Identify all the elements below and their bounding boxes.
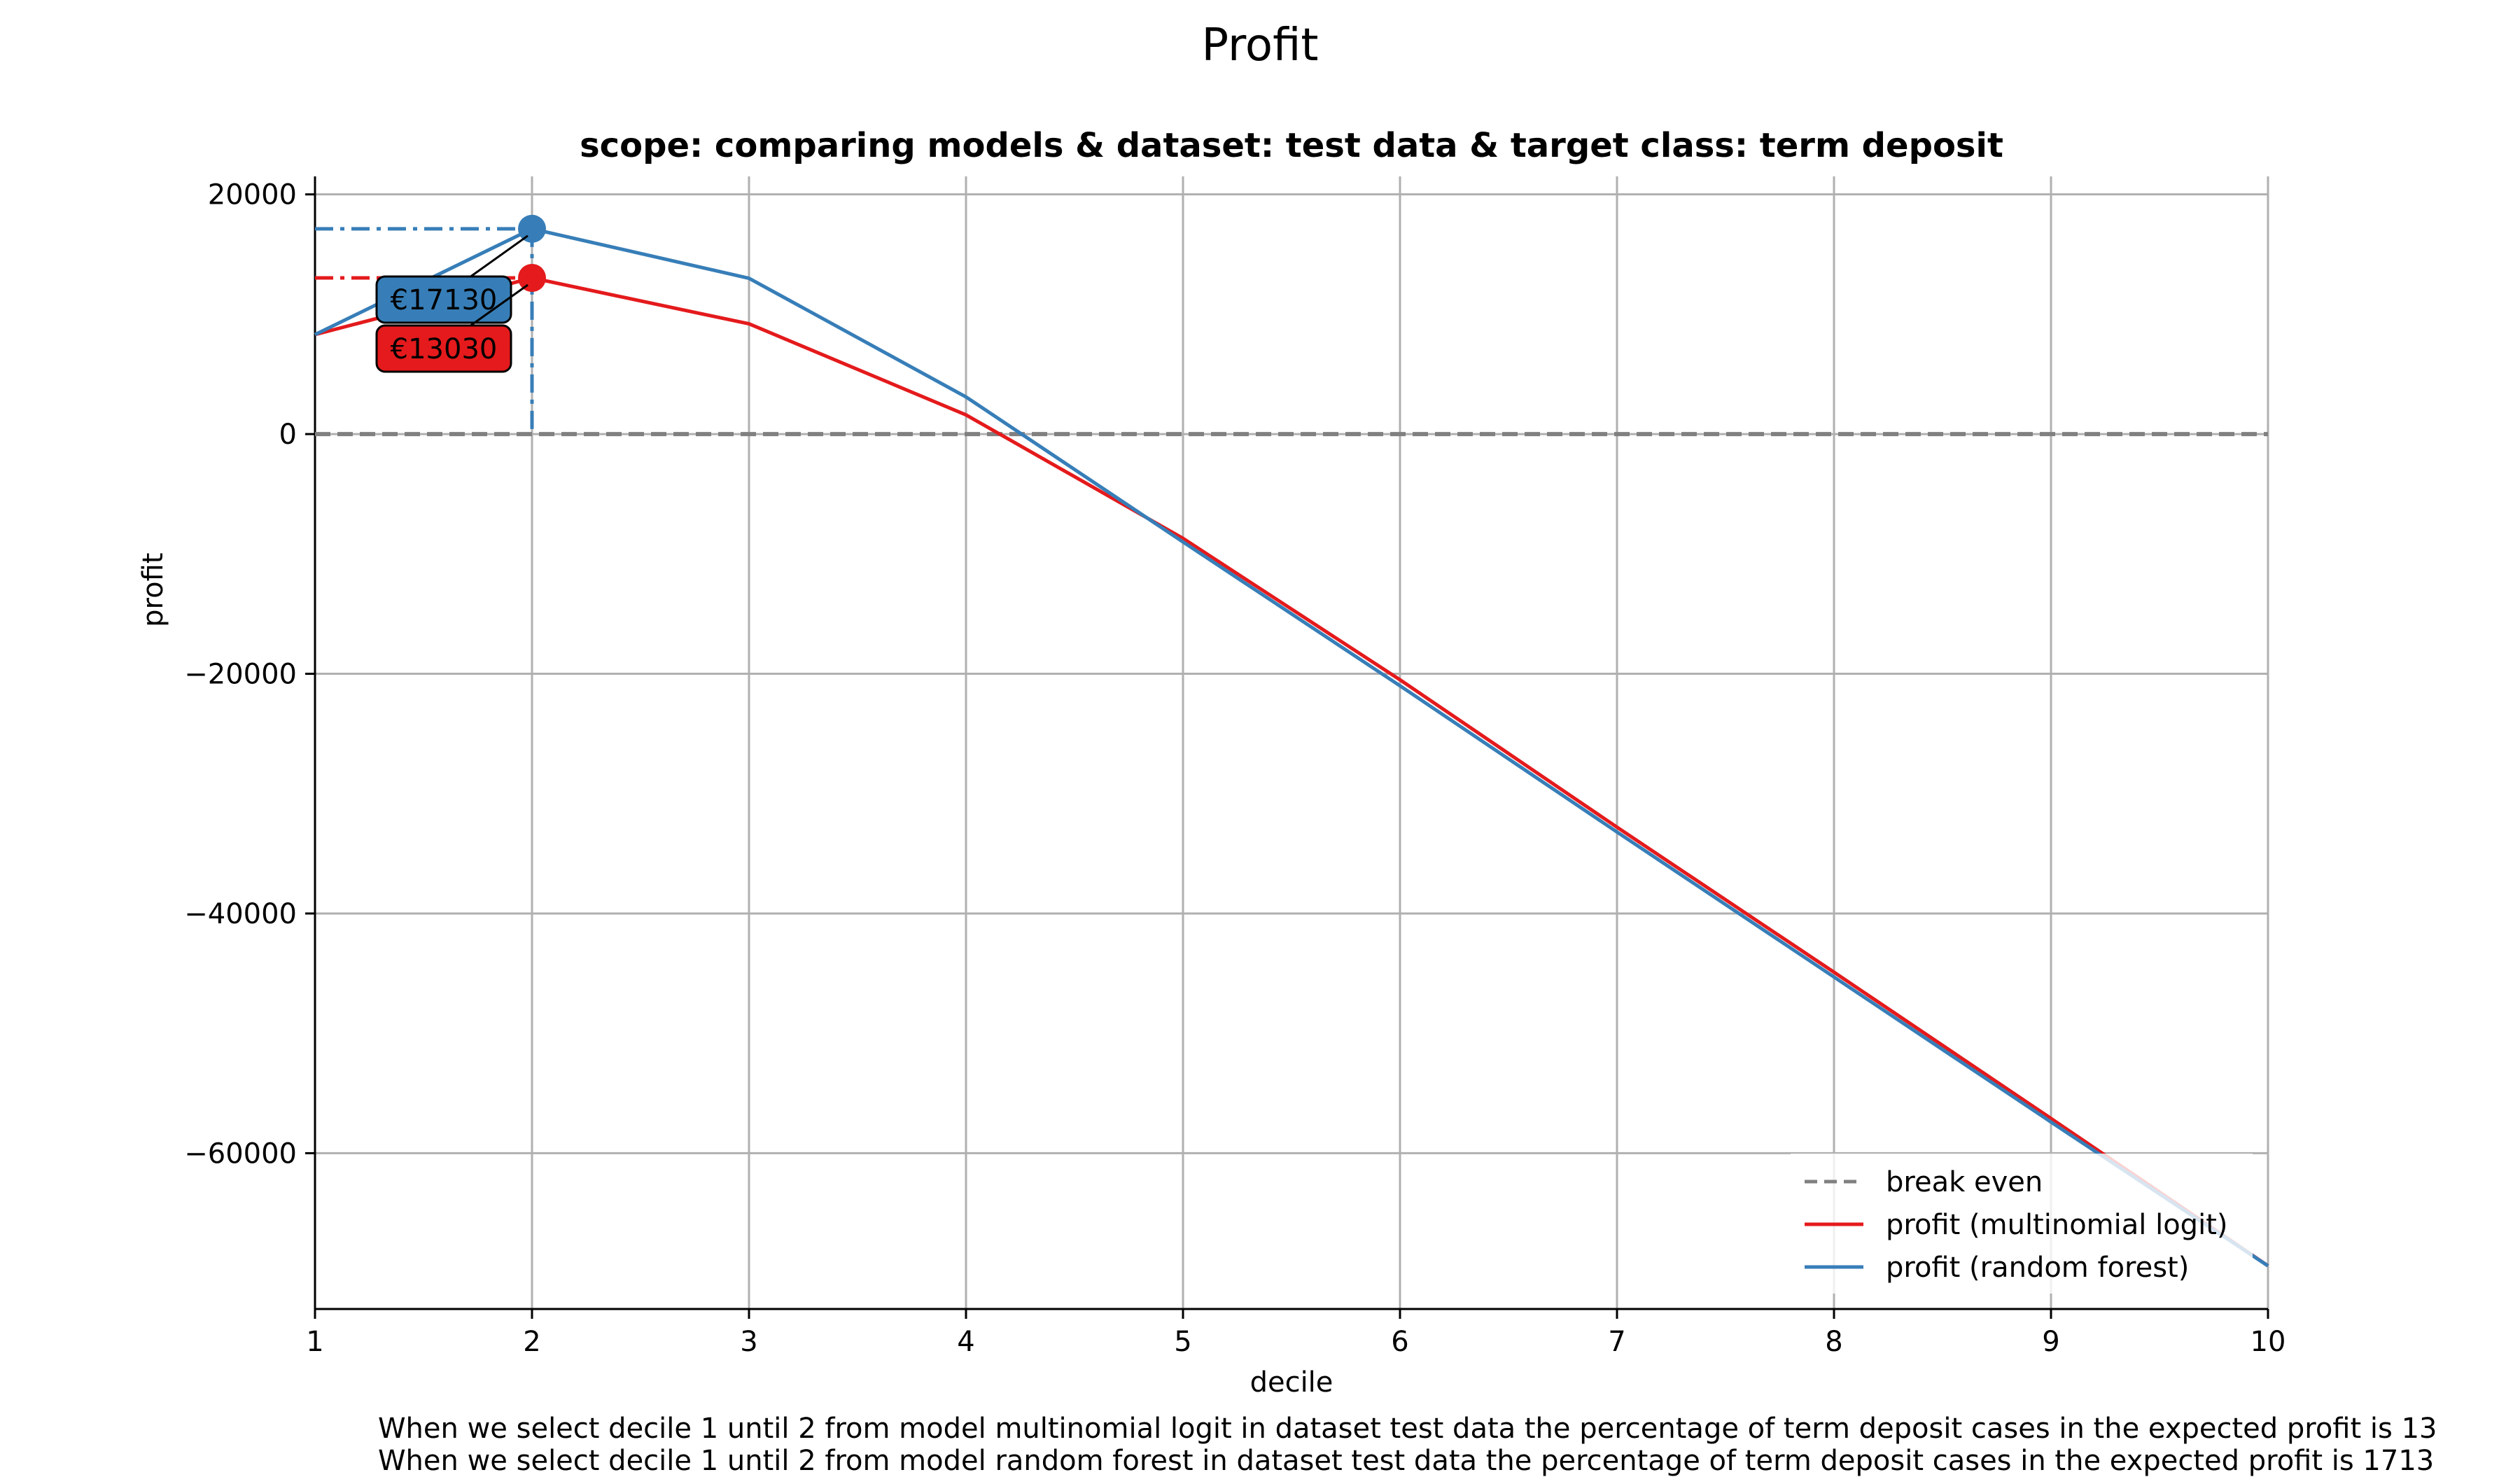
x-tick-label-7: 7 — [1608, 1326, 1625, 1358]
x-tick-label-9: 9 — [2042, 1326, 2059, 1358]
x-tick-label-1: 1 — [306, 1326, 323, 1358]
footnote-multinomial-logit: When we select decile 1 until 2 from mod… — [378, 1413, 2437, 1445]
y-tick-label--20000: −20000 — [184, 659, 297, 691]
annotation-random-forest-label: €17130 — [391, 284, 498, 316]
figure-title: Profit — [1201, 20, 1319, 71]
chart-title: scope: comparing models & dataset: test … — [580, 126, 2003, 165]
annotation-multinomial-logit-label: €13030 — [391, 333, 498, 365]
annotation-random-forest-box — [375, 275, 512, 324]
x-tick-label-4: 4 — [957, 1326, 974, 1358]
marker-multinomial-logit-decile-2 — [518, 264, 546, 293]
series-line-multinomial-logit — [314, 276, 2269, 1268]
legend-label-0: break even — [1886, 1166, 2043, 1198]
y-axis-label: profit — [137, 553, 169, 627]
x-tick-label-10: 10 — [2250, 1326, 2286, 1358]
x-tick-label-8: 8 — [1825, 1326, 1842, 1358]
annotation-multinomial-logit-arrow — [470, 284, 528, 327]
x-tick-label-3: 3 — [740, 1326, 757, 1358]
x-tick-label-6: 6 — [1391, 1326, 1408, 1358]
y-tick-label--40000: −40000 — [184, 898, 297, 930]
x-tick-label-2: 2 — [523, 1326, 540, 1358]
footnote-random-forest: When we select decile 1 until 2 from mod… — [378, 1445, 2435, 1477]
x-tick-label-5: 5 — [1174, 1326, 1191, 1358]
legend-label-1: profit (multinomial logit) — [1886, 1209, 2227, 1241]
y-tick-label-0: 0 — [279, 419, 297, 451]
series-line-random-forest — [314, 227, 2269, 1268]
y-tick-label-20000: 20000 — [208, 179, 297, 211]
legend-background — [1791, 1154, 2253, 1294]
legend-label-2: profit (random forest) — [1886, 1252, 2189, 1284]
y-tick-label--60000: −60000 — [184, 1138, 297, 1170]
annotation-multinomial-logit-box — [375, 324, 512, 373]
marker-random-forest-decile-2 — [518, 214, 546, 243]
annotation-random-forest-arrow — [470, 234, 528, 278]
x-axis-label: decile — [1250, 1366, 1334, 1399]
